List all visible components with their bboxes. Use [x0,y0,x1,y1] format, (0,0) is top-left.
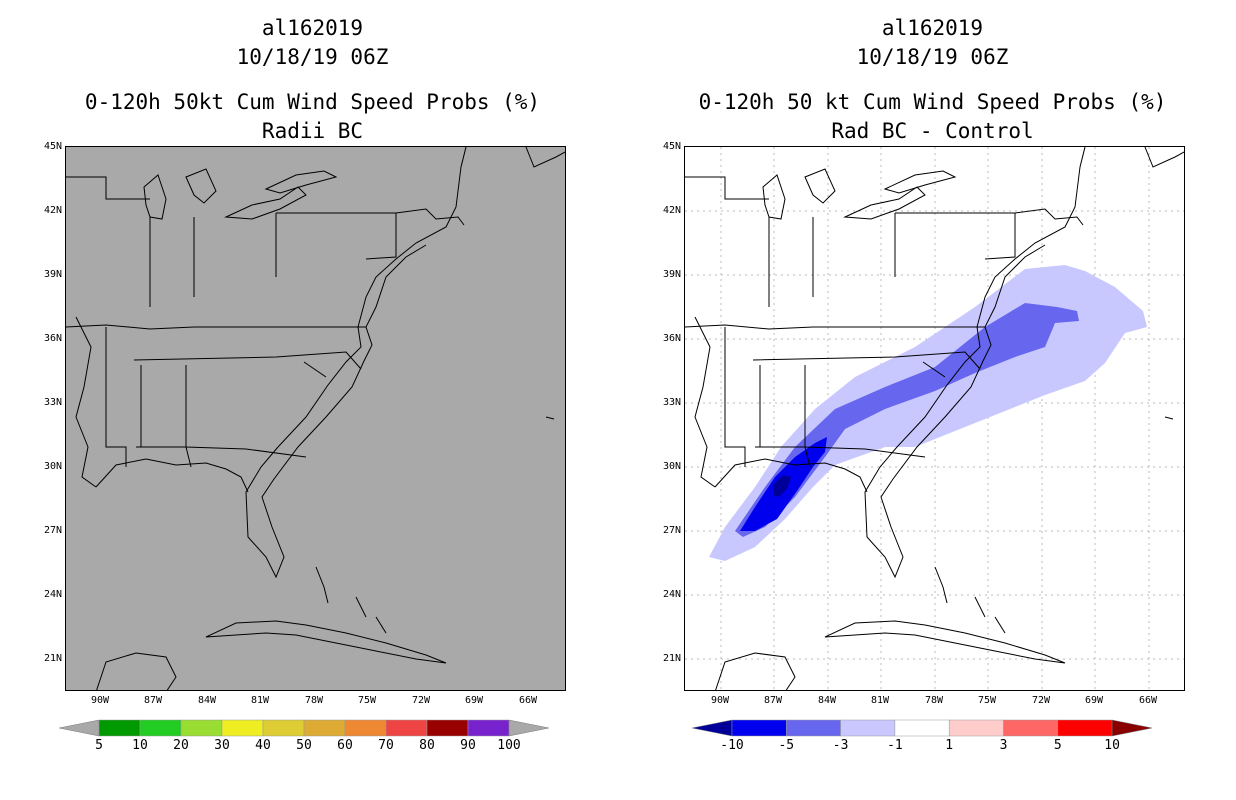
left-lat-label: 33N [43,397,62,408]
left-colorbar-label: 70 [378,738,394,753]
right-title-subtitle: Rad BC - Control [831,119,1034,143]
right-colorbar-label: 10 [1104,738,1120,753]
right-title-product: 0-120h 50 kt Cum Wind Speed Probs (%) [698,90,1167,114]
left-lat-label: 24N [43,589,62,600]
left-colorbar-label: 20 [173,738,189,753]
right-lat-label: 45N [662,141,681,152]
left-lat-label: 21N [43,653,62,664]
right-colorbar-label: 1 [945,738,954,753]
right-colorbar-swatch [731,719,787,737]
left-colorbar-label: 90 [460,738,476,753]
right-map-coastlines [685,147,1184,690]
left-lat-label: 36N [43,333,62,344]
right-lon-label: 72W [1031,695,1051,706]
right-colorbar-swatch [948,719,1004,737]
left-title-storm: al162019 [261,16,364,40]
right-colorbar-label: 5 [1053,738,1062,753]
left-colorbar-label: 5 [95,738,103,753]
left-colorbar-label: 80 [419,738,435,753]
right-lon-label: 66W [1138,695,1158,706]
left-colorbar-label: 50 [296,738,312,753]
right-lat-label: 30N [662,461,681,472]
right-colorbar-swatch [786,719,841,737]
right-colorbar-label: -5 [778,738,795,753]
left-title-date: 10/18/19 06Z [236,45,389,69]
shading-darkest [773,475,791,497]
left-colorbar-label: 100 [497,738,521,753]
right-map-panel [684,146,1185,691]
left-title-subtitle: Radii BC [261,119,364,143]
left-lat-label: 42N [43,205,62,216]
left-lon-label: 72W [411,695,431,706]
left-colorbar-label: 60 [337,738,353,753]
right-colorbar-swatch [1057,719,1113,737]
left-colorbar-over-arrow [508,719,550,737]
left-lat-label: 30N [43,461,62,472]
left-lon-label: 87W [143,695,163,706]
left-lon-label: 69W [464,695,484,706]
left-map-panel [65,146,566,691]
left-lat-label: 39N [43,269,62,280]
right-colorbar-swatch [894,719,950,737]
right-title-storm: al162019 [881,16,984,40]
right-lat-label: 24N [662,589,681,600]
right-colorbar-swatch [1003,719,1059,737]
right-colorbar-label: -10 [720,738,744,753]
shading-medium [735,303,1079,537]
left-lat-label: 27N [43,525,62,536]
left-lon-label: 75W [357,695,377,706]
right-map-layers [685,147,1184,690]
right-colorbar-label: -3 [832,738,849,753]
right-lon-label: 81W [870,695,890,706]
right-colorbar-swatch [840,719,896,737]
right-colorbar-label: -1 [887,738,903,753]
right-colorbar-over-arrow [1111,719,1153,737]
right-lat-label: 27N [662,525,681,536]
right-lon-label: 69W [1084,695,1104,706]
left-map-coastlines [66,147,565,690]
right-lat-label: 21N [662,653,681,664]
right-lat-label: 36N [662,333,681,344]
right-colorbar-label: 3 [999,738,1008,753]
right-lon-label: 87W [763,695,783,706]
right-lat-label: 33N [662,397,681,408]
left-lon-label: 90W [90,695,110,706]
right-lon-label: 90W [710,695,730,706]
left-title-product: 0-120h 50kt Cum Wind Speed Probs (%) [84,90,541,114]
left-colorbar-label: 30 [214,738,230,753]
right-lon-label: 78W [924,695,944,706]
left-lon-label: 66W [518,695,538,706]
left-lon-label: 84W [197,695,217,706]
right-lat-label: 39N [662,269,681,280]
left-lat-label: 45N [43,141,62,152]
left-lon-label: 81W [250,695,270,706]
graticule [685,147,1184,690]
left-colorbar-label: 40 [255,738,271,753]
left-lon-label: 78W [304,695,324,706]
right-lat-label: 42N [662,205,681,216]
left-colorbar-label: 10 [132,738,148,753]
right-lon-label: 75W [977,695,997,706]
right-colorbar-under-arrow [691,719,733,737]
right-lon-label: 84W [817,695,837,706]
right-title-date: 10/18/19 06Z [856,45,1009,69]
